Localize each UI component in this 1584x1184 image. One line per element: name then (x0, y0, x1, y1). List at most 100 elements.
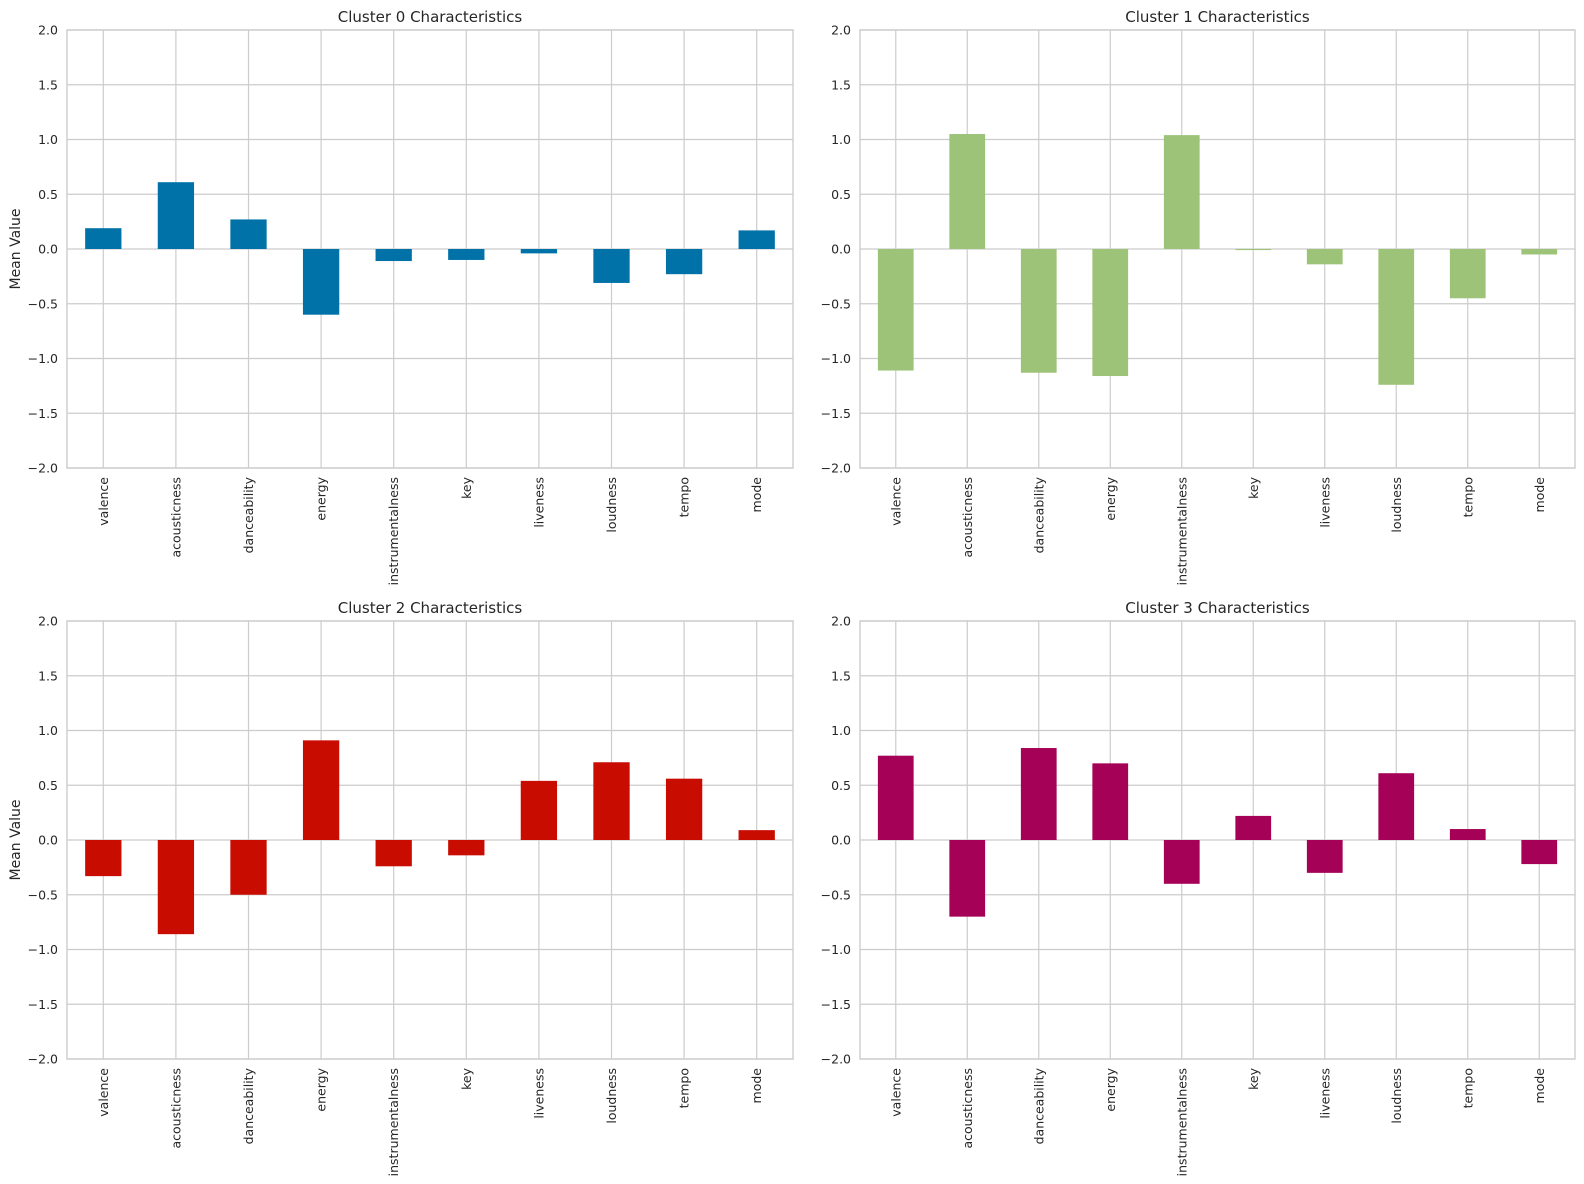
x-tick-label: tempo (1460, 477, 1475, 517)
plot-frame (66, 29, 794, 469)
bar-danceability (1020, 249, 1057, 373)
bar-danceability (230, 840, 267, 895)
plot-frame (859, 29, 1576, 469)
bar-mode (1521, 840, 1558, 865)
plot-frame (859, 620, 1576, 1060)
bar-liveness (520, 780, 558, 840)
bar-tempo (1449, 249, 1486, 299)
bar-acousticness (949, 134, 986, 249)
x-tick-label: instrumentalness (1174, 1068, 1189, 1176)
bar-key (448, 840, 485, 856)
bar-valence (877, 249, 914, 371)
x-tick-label: loudness (604, 1068, 619, 1124)
y-tick-label: 1.5 (831, 77, 851, 92)
chart-panel-1: 2.0 1.5 1.0 0.5 0.0 −0.5 −1.0 −1.5 −2.0 valence ac… (821, 8, 1576, 585)
bar-acousticness (949, 840, 986, 917)
bar-acousticness (157, 182, 195, 249)
x-tick-label: loudness (604, 477, 619, 533)
x-tick-label: valence (888, 1068, 903, 1117)
x-tick-label: valence (96, 477, 111, 526)
x-tick-label: danceability (1031, 1067, 1046, 1144)
y-tick-label: −0.5 (28, 296, 58, 311)
bar-tempo (665, 778, 703, 840)
bar-danceability (230, 219, 267, 249)
x-tick-label: key (459, 1067, 474, 1089)
chart-panel-2: 2.0 1.5 1.0 0.5 0.0 −0.5 −1.0 −1.5 −2.0 valence ac… (8, 599, 794, 1176)
x-tick-label: liveness (531, 477, 546, 528)
bar-tempo (1449, 829, 1486, 840)
y-tick-label: 0.5 (38, 778, 58, 793)
y-tick-label: −1.0 (821, 942, 851, 957)
y-tick-label: −1.0 (821, 351, 851, 366)
y-tick-label: 2.0 (831, 23, 851, 38)
bar-loudness (1378, 249, 1415, 385)
x-tick-label: liveness (1317, 477, 1332, 528)
bar-loudness (593, 249, 630, 283)
bar-key (1235, 249, 1272, 251)
y-tick-label: 1.0 (38, 723, 58, 738)
bar-key (1235, 815, 1272, 840)
x-tick-label: key (1246, 1067, 1261, 1089)
chart-title: Cluster 2 Characteristics (338, 599, 523, 617)
y-tick-label: −1.0 (28, 942, 58, 957)
x-tick-label: danceability (1031, 476, 1046, 553)
bar-instrumentalness (1163, 135, 1200, 249)
x-tick-label: tempo (677, 477, 692, 517)
x-tick-label: valence (888, 477, 903, 526)
y-tick-label: −2.0 (28, 461, 58, 476)
y-tick-label: 0.5 (831, 778, 851, 793)
y-tick-label: 1.0 (831, 723, 851, 738)
x-tick-label: energy (314, 1067, 329, 1111)
bar-danceability (1020, 748, 1057, 840)
x-tick-label: loudness (1389, 477, 1404, 533)
y-tick-label: −2.0 (28, 1052, 58, 1067)
bar-energy (1092, 763, 1129, 840)
y-tick-label: 0.0 (38, 242, 58, 257)
y-tick-label: 0.5 (831, 187, 851, 202)
bar-instrumentalness (1163, 840, 1200, 884)
bar-liveness (520, 249, 558, 254)
y-tick-label: 0.0 (38, 833, 58, 848)
y-tick-label: −0.5 (821, 887, 851, 902)
bar-mode (738, 830, 775, 840)
y-tick-label: −0.5 (28, 887, 58, 902)
y-axis-label: Mean Value (8, 799, 24, 880)
x-tick-label: mode (749, 477, 764, 513)
chart-title: Cluster 3 Characteristics (1125, 599, 1310, 617)
y-tick-label: 1.5 (38, 77, 58, 92)
bar-tempo (665, 249, 703, 275)
y-tick-label: 0.5 (38, 187, 58, 202)
y-tick-label: 0.0 (831, 833, 851, 848)
y-tick-label: 1.0 (38, 132, 58, 147)
x-tick-label: instrumentalness (386, 1068, 401, 1176)
plot-frame (66, 620, 794, 1060)
x-tick-label: loudness (1389, 1068, 1404, 1124)
x-tick-label: tempo (1460, 1068, 1475, 1108)
x-tick-label: tempo (677, 1068, 692, 1108)
x-tick-label: liveness (1317, 1068, 1332, 1119)
bar-valence (85, 228, 122, 249)
y-tick-label: −0.5 (821, 296, 851, 311)
x-tick-label: valence (96, 1068, 111, 1117)
bar-liveness (1306, 249, 1343, 265)
y-tick-label: 2.0 (38, 614, 58, 629)
bar-mode (1521, 249, 1558, 255)
bar-instrumentalness (375, 840, 412, 867)
x-tick-label: acousticness (960, 477, 975, 558)
y-tick-label: 2.0 (831, 614, 851, 629)
bar-mode (738, 230, 775, 249)
x-tick-label: energy (314, 476, 329, 520)
y-tick-label: −2.0 (821, 461, 851, 476)
y-tick-label: −1.0 (28, 351, 58, 366)
x-tick-label: instrumentalness (386, 477, 401, 585)
y-tick-label: −1.5 (28, 997, 58, 1012)
x-tick-label: key (459, 476, 474, 498)
bar-valence (877, 755, 914, 840)
x-tick-label: key (1246, 476, 1261, 498)
bar-loudness (593, 762, 630, 840)
y-tick-label: −2.0 (821, 1052, 851, 1067)
x-tick-label: mode (749, 1068, 764, 1104)
bar-loudness (1378, 773, 1415, 840)
x-tick-label: acousticness (960, 1068, 975, 1149)
